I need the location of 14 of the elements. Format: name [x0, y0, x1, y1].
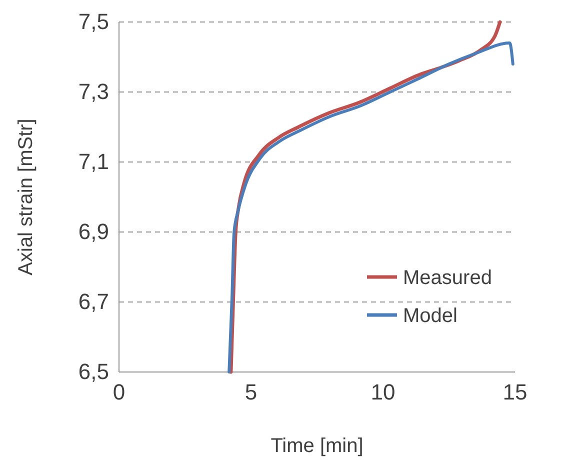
- x-tick-label: 10: [370, 380, 396, 405]
- y-tick-label: 7,3: [78, 79, 109, 104]
- legend-label: Model: [403, 305, 458, 327]
- legend-label: Measured: [403, 267, 492, 289]
- y-tick-label: 6,5: [78, 359, 109, 384]
- y-tick-label: 6,7: [78, 289, 109, 314]
- x-axis-title: Time [min]: [270, 435, 364, 457]
- x-tick-label: 5: [244, 380, 258, 405]
- x-tick-label: 15: [502, 380, 528, 405]
- y-tick-label: 6,9: [78, 219, 109, 244]
- x-tick-label: 0: [112, 380, 126, 405]
- y-tick-label: 7,5: [78, 9, 109, 34]
- y-axis-title: Axial strain [mStr]: [15, 118, 37, 276]
- y-tick-label: 7,1: [78, 149, 109, 174]
